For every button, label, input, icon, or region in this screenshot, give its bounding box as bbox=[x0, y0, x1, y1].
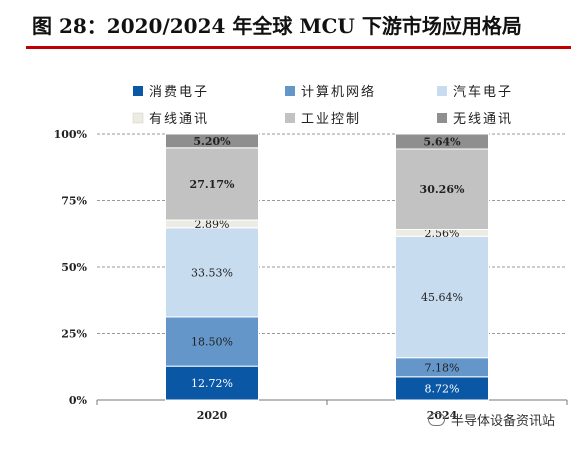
legend-swatch-4 bbox=[132, 112, 144, 124]
y-tick-label: 75% bbox=[61, 195, 87, 208]
legend-label-5: 工业控制 bbox=[301, 112, 361, 127]
legend-label-1: 消费电子 bbox=[149, 85, 209, 100]
data-label-2024-3: 45.64% bbox=[421, 291, 463, 304]
legend-swatch-6 bbox=[437, 113, 447, 123]
data-label-2020-6: 5.20% bbox=[193, 135, 231, 148]
legend-swatch-5 bbox=[285, 113, 295, 123]
title-underline bbox=[26, 46, 571, 49]
data-label-2020-2: 18.50% bbox=[191, 336, 233, 349]
y-tick-label: 50% bbox=[61, 261, 87, 274]
legend-label-2: 计算机网络 bbox=[301, 84, 376, 100]
bar-segment-2020-2 bbox=[165, 316, 259, 367]
data-label-2020-3: 33.53% bbox=[191, 266, 233, 279]
legend-swatch-1 bbox=[133, 86, 143, 96]
legend-label-6: 无线通讯 bbox=[453, 112, 513, 127]
legend-label-3: 汽车电子 bbox=[453, 84, 513, 100]
legend-label-4: 有线通讯 bbox=[149, 112, 209, 127]
legend-swatch-2 bbox=[285, 86, 295, 96]
bar-segment-2024-6 bbox=[395, 133, 489, 150]
watermark: 半导体设备资讯站 bbox=[428, 410, 555, 429]
bar-segment-2020-6 bbox=[165, 133, 259, 149]
bar-segment-2024-5 bbox=[395, 148, 489, 230]
watermark-text: 半导体设备资讯站 bbox=[451, 414, 556, 429]
y-tick-label: 100% bbox=[54, 128, 88, 141]
y-tick-label: 0% bbox=[69, 394, 88, 407]
chart-title: 图 28：2020/2024 年全球 MCU 下游市场应用格局 bbox=[32, 14, 522, 38]
data-label-2024-6: 5.64% bbox=[423, 136, 461, 149]
data-label-2020-1: 12.72% bbox=[191, 377, 233, 390]
data-label-2020-5: 27.17% bbox=[190, 178, 235, 191]
data-label-2024-2: 7.18% bbox=[425, 361, 460, 374]
data-label-2020-4: 2.89% bbox=[195, 218, 230, 231]
data-label-2024-4: 2.56% bbox=[425, 227, 460, 240]
y-tick-label: 25% bbox=[61, 328, 87, 341]
data-label-2024-5: 30.26% bbox=[420, 183, 465, 196]
x-tick-label: 2020 bbox=[197, 409, 228, 422]
wechat-icon bbox=[428, 413, 445, 426]
bar-segment-2020-3 bbox=[165, 227, 259, 318]
legend-swatch-3 bbox=[437, 86, 447, 96]
data-label-2024-1: 8.72% bbox=[425, 382, 460, 395]
bar-segment-2020-5 bbox=[165, 147, 259, 221]
bar-segment-2024-3 bbox=[395, 235, 489, 359]
